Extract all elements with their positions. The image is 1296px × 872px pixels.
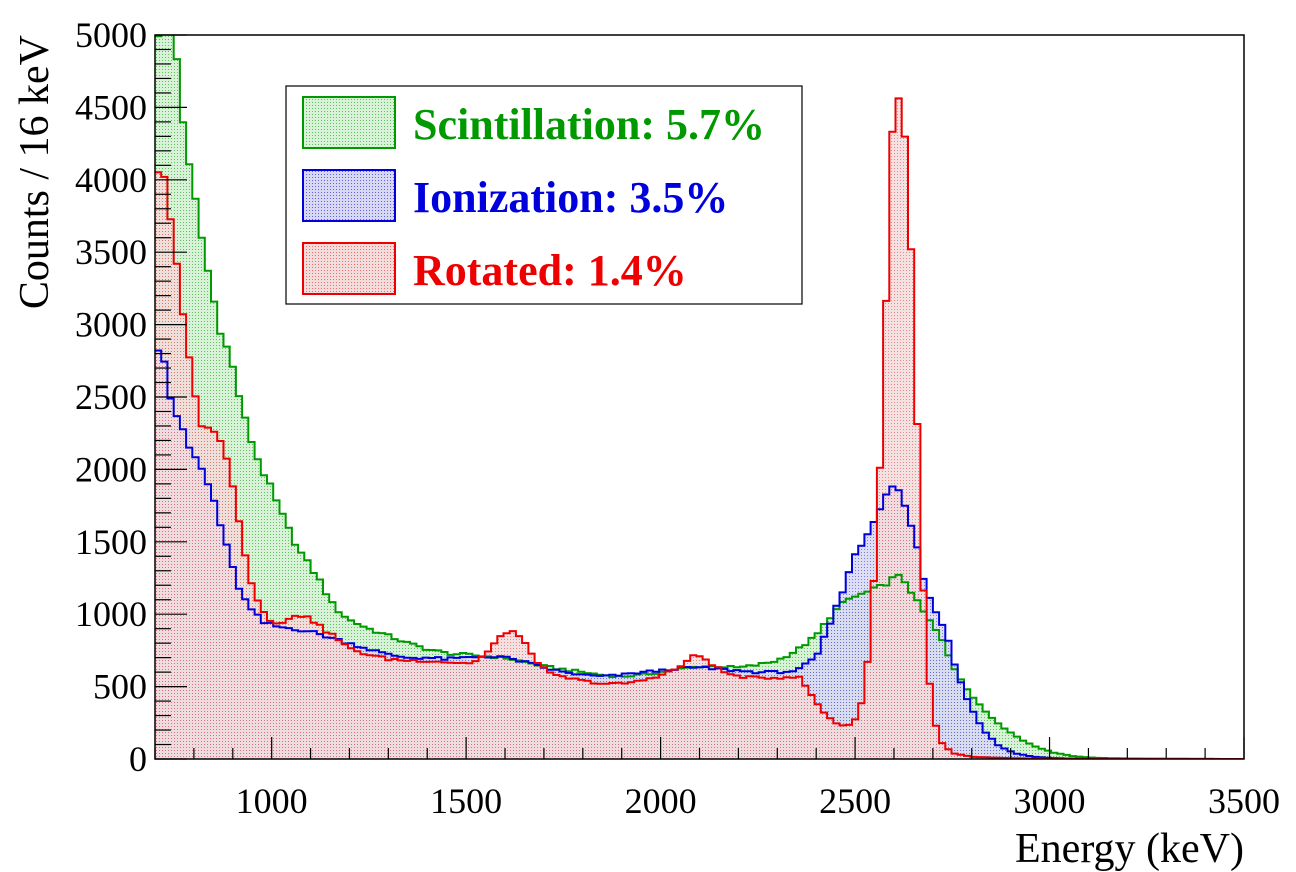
y-tick-label: 1000 xyxy=(75,594,147,634)
y-tick-label: 0 xyxy=(129,739,147,779)
y-tick-label: 2500 xyxy=(75,377,147,417)
x-tick-label: 2500 xyxy=(819,781,891,821)
x-tick-label: 2000 xyxy=(625,781,697,821)
x-tick-label: 1000 xyxy=(236,781,308,821)
y-tick-label: 5000 xyxy=(75,15,147,55)
y-tick-label: 3500 xyxy=(75,232,147,272)
y-tick-label: 3000 xyxy=(75,305,147,345)
y-tick-label: 4500 xyxy=(75,87,147,127)
legend-label-rotated: Rotated: 1.4% xyxy=(413,246,687,295)
x-tick-label: 3000 xyxy=(1014,781,1086,821)
legend-label-ionization: Ionization: 3.5% xyxy=(413,173,728,222)
x-tick-label: 3500 xyxy=(1208,781,1280,821)
x-tick-label: 1500 xyxy=(430,781,502,821)
axis-ticks xyxy=(154,34,1245,760)
series-ionization-outline xyxy=(155,349,1244,759)
x-axis-title: Energy (keV) xyxy=(1015,826,1244,872)
legend-swatch-scintillation xyxy=(302,96,396,149)
series-layer xyxy=(155,35,1244,759)
legend: Scintillation: 5.7% Ionization: 3.5% Rot… xyxy=(285,85,803,305)
y-axis-title: Counts / 16 keV xyxy=(12,35,58,309)
series-rotated-outline xyxy=(155,97,1244,759)
legend-swatch-rotated xyxy=(302,242,396,295)
y-tick-label: 4000 xyxy=(75,160,147,200)
axis-tick-labels: 1000 1500 2000 2500 3000 3500 0 500 1000 1500 2000… xyxy=(75,15,1280,821)
y-tick-label: 1500 xyxy=(75,522,147,562)
legend-swatch-ionization xyxy=(302,169,396,222)
legend-label-scintillation: Scintillation: 5.7% xyxy=(413,100,765,149)
y-tick-label: 500 xyxy=(93,667,147,707)
series-rotated-fill xyxy=(155,98,1244,759)
y-tick-label: 2000 xyxy=(75,449,147,489)
